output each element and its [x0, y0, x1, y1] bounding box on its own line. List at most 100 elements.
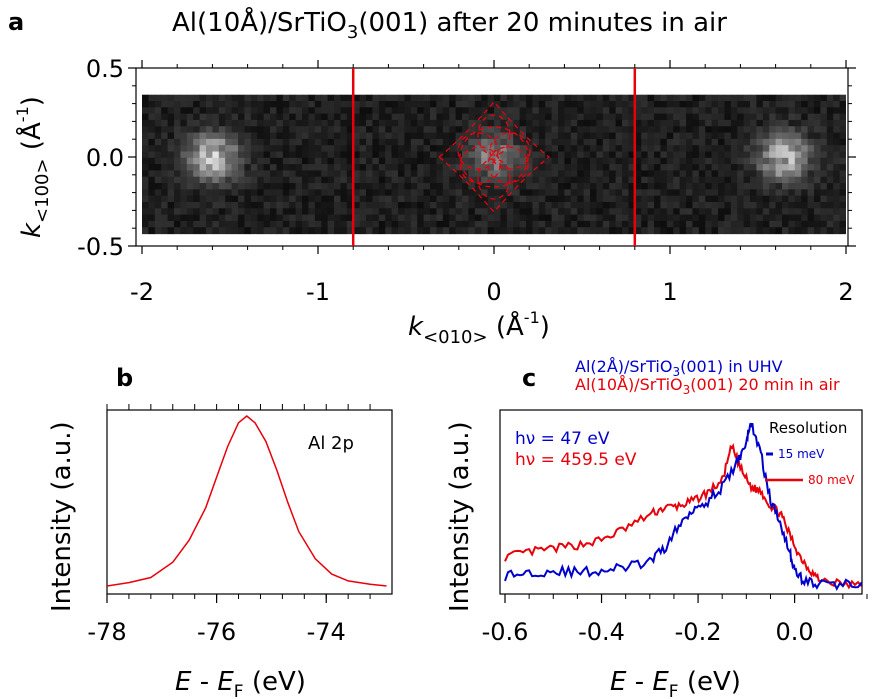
heatmap-cell: [161, 164, 169, 172]
heatmap-cell: [513, 107, 521, 115]
heatmap-cell: [762, 138, 770, 146]
heatmap-cell: [436, 183, 444, 190]
heatmap-cell: [410, 138, 418, 146]
heatmap-cell: [295, 132, 303, 140]
heatmap-cell: [148, 107, 156, 115]
heatmap-cell: [737, 94, 745, 102]
heatmap-cell: [372, 113, 380, 121]
heatmap-cell: [385, 195, 393, 203]
heatmap-cell: [199, 119, 207, 127]
heatmap-cell: [769, 189, 777, 197]
heatmap-cell: [167, 170, 175, 178]
heatmap-cell: [410, 201, 418, 209]
heatmap-cell: [161, 145, 169, 153]
heatmap-cell: [762, 94, 770, 102]
heatmap-cell: [590, 138, 597, 146]
heatmap-cell: [634, 164, 642, 172]
heatmap-cell: [788, 176, 796, 184]
heatmap-cell: [225, 183, 233, 190]
heatmap-cell: [404, 189, 412, 197]
heatmap-cell: [807, 189, 815, 197]
heatmap-cell: [494, 145, 501, 153]
heatmap-cell: [609, 208, 617, 216]
heatmap-cell: [225, 157, 233, 165]
heatmap-cell: [289, 132, 297, 140]
heatmap-cell: [737, 107, 745, 115]
heatmap-cell: [609, 126, 617, 134]
heatmap-cell: [545, 157, 553, 165]
heatmap-cell: [756, 227, 764, 235]
heatmap-cell: [679, 208, 687, 216]
heatmap-cell: [161, 170, 169, 178]
heatmap-cell: [282, 170, 290, 178]
heatmap-cell: [545, 113, 553, 121]
heatmap-cell: [602, 132, 610, 140]
heatmap-cell: [666, 208, 674, 216]
heatmap-cell: [206, 132, 213, 140]
heatmap-cell: [590, 107, 597, 115]
heatmap-cell: [193, 145, 201, 153]
heatmap-cell: [750, 201, 757, 209]
heatmap-cell: [775, 183, 783, 190]
heatmap-cell: [839, 176, 846, 184]
heatmap-cell: [615, 138, 623, 146]
heatmap-cell: [583, 183, 591, 190]
heatmap-cell: [762, 208, 770, 216]
heatmap-cell: [449, 132, 457, 140]
heatmap-cell: [622, 119, 629, 127]
heatmap-cell: [570, 119, 578, 127]
panel-c-label: c: [522, 364, 536, 392]
heatmap-cell: [596, 195, 604, 203]
heatmap-cell: [225, 170, 233, 178]
heatmap-cell: [142, 119, 149, 127]
heatmap-cell: [308, 101, 316, 108]
heatmap-cell: [474, 119, 482, 127]
heatmap-cell: [199, 208, 207, 216]
heatmap-cell: [590, 220, 597, 228]
heatmap-cell: [506, 151, 514, 159]
heatmap-cell: [423, 132, 431, 140]
heatmap-cell: [692, 164, 700, 172]
heatmap-cell: [289, 151, 297, 159]
heatmap-cell: [820, 201, 828, 209]
heatmap-cell: [404, 132, 412, 140]
heatmap-cell: [372, 94, 380, 102]
heatmap-cell: [538, 220, 546, 228]
heatmap-cell: [385, 101, 393, 108]
heatmap-cell: [276, 132, 284, 140]
heatmap-cell: [180, 151, 188, 159]
heatmap-cell: [750, 164, 757, 172]
heatmap-cell: [238, 94, 245, 102]
heatmap-cell: [551, 132, 559, 140]
heatmap-cell: [372, 195, 380, 203]
heatmap-cell: [814, 113, 821, 121]
heatmap-cell: [519, 107, 527, 115]
heatmap-cell: [148, 94, 156, 102]
heatmap-cell: [494, 220, 501, 228]
heatmap-cell: [186, 113, 194, 121]
heatmap-cell: [545, 176, 553, 184]
heatmap-cell: [833, 189, 841, 197]
heatmap-cell: [174, 220, 181, 228]
heatmap-cell: [161, 183, 169, 190]
heatmap-cell: [442, 101, 450, 108]
heatmap-cell: [334, 145, 341, 153]
heatmap-cell: [314, 107, 322, 115]
heatmap-cell: [788, 101, 796, 108]
heatmap-cell: [436, 126, 444, 134]
heatmap-cell: [590, 94, 597, 102]
heatmap-cell: [468, 157, 476, 165]
heatmap-cell: [769, 94, 777, 102]
y-tick-label: 0.0: [86, 144, 124, 172]
heatmap-cell: [666, 138, 674, 146]
heatmap-cell: [346, 119, 354, 127]
heatmap-cell: [737, 151, 745, 159]
heatmap-cell: [647, 119, 655, 127]
heatmap-cell: [167, 220, 175, 228]
heatmap-cell: [212, 132, 220, 140]
heatmap-cell: [839, 183, 846, 190]
heatmap-cell: [359, 157, 367, 165]
heatmap-cell: [807, 227, 815, 235]
heatmap-cell: [583, 94, 591, 102]
heatmap-cell: [545, 119, 553, 127]
